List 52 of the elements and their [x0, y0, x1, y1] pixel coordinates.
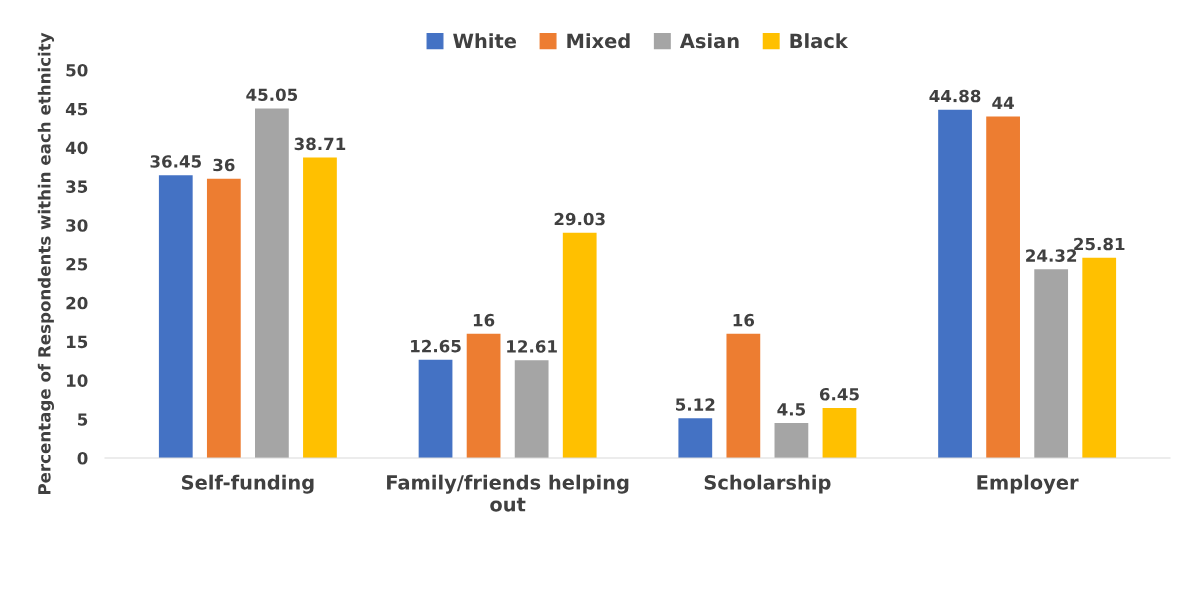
bar [158, 175, 193, 458]
bar [986, 116, 1020, 458]
legend-label: Mixed [567, 33, 630, 49]
bar [1082, 257, 1117, 458]
bar [726, 333, 761, 458]
data-label: 36 [213, 158, 235, 172]
data-label: 12.65 [411, 339, 461, 353]
data-label: 25.81 [1074, 237, 1125, 251]
y-tick-label: 30 [66, 219, 88, 232]
legend-label: Black [790, 33, 849, 49]
y-tick-label: 40 [65, 141, 88, 155]
data-label: 44 [992, 96, 1014, 109]
data-label: 45.05 [246, 88, 298, 102]
y-tick-label: 45 [65, 102, 88, 116]
bar [418, 359, 453, 458]
y-tick-label: 0 [77, 451, 88, 465]
data-label: 4.5 [777, 403, 805, 416]
y-tick-label: 5 [78, 413, 88, 426]
data-label: 12.61 [507, 340, 557, 353]
legend-label: Asian [679, 33, 739, 49]
data-label: 6.45 [819, 387, 859, 401]
bar [1034, 269, 1069, 458]
bar [562, 232, 597, 458]
y-tick-label: 25 [66, 257, 88, 271]
data-label: 36.45 [150, 155, 201, 168]
data-label: 44.88 [929, 89, 981, 103]
x-tick-label: Scholarship [704, 474, 831, 494]
bar [678, 418, 713, 458]
bar [938, 109, 972, 458]
data-label: 16 [473, 313, 495, 327]
y-tick-label: 20 [66, 296, 88, 310]
x-tick-label: Family/friends helping out [387, 474, 629, 512]
data-label: 29.03 [554, 212, 605, 226]
bar [774, 423, 809, 458]
x-tick-label: Employer [977, 474, 1079, 494]
data-label: 5.12 [676, 398, 715, 411]
bar [822, 407, 857, 458]
data-label: 16 [733, 313, 755, 327]
legend-label: White [453, 33, 517, 49]
y-axis-title: Percentage of Respondents within each ethnicity [37, 32, 55, 495]
y-tick-label: 10 [67, 374, 88, 387]
data-label: 38.71 [294, 137, 346, 151]
x-tick-label: Self-funding [181, 474, 314, 494]
y-tick-label: 35 [66, 180, 88, 193]
bar [514, 360, 549, 458]
bar [466, 333, 501, 458]
bar [206, 178, 241, 458]
data-label: 24.32 [1026, 249, 1077, 262]
y-tick-label: 15 [67, 335, 88, 349]
bar [303, 157, 337, 458]
bar [255, 108, 289, 458]
y-tick-label: 50 [66, 63, 88, 77]
